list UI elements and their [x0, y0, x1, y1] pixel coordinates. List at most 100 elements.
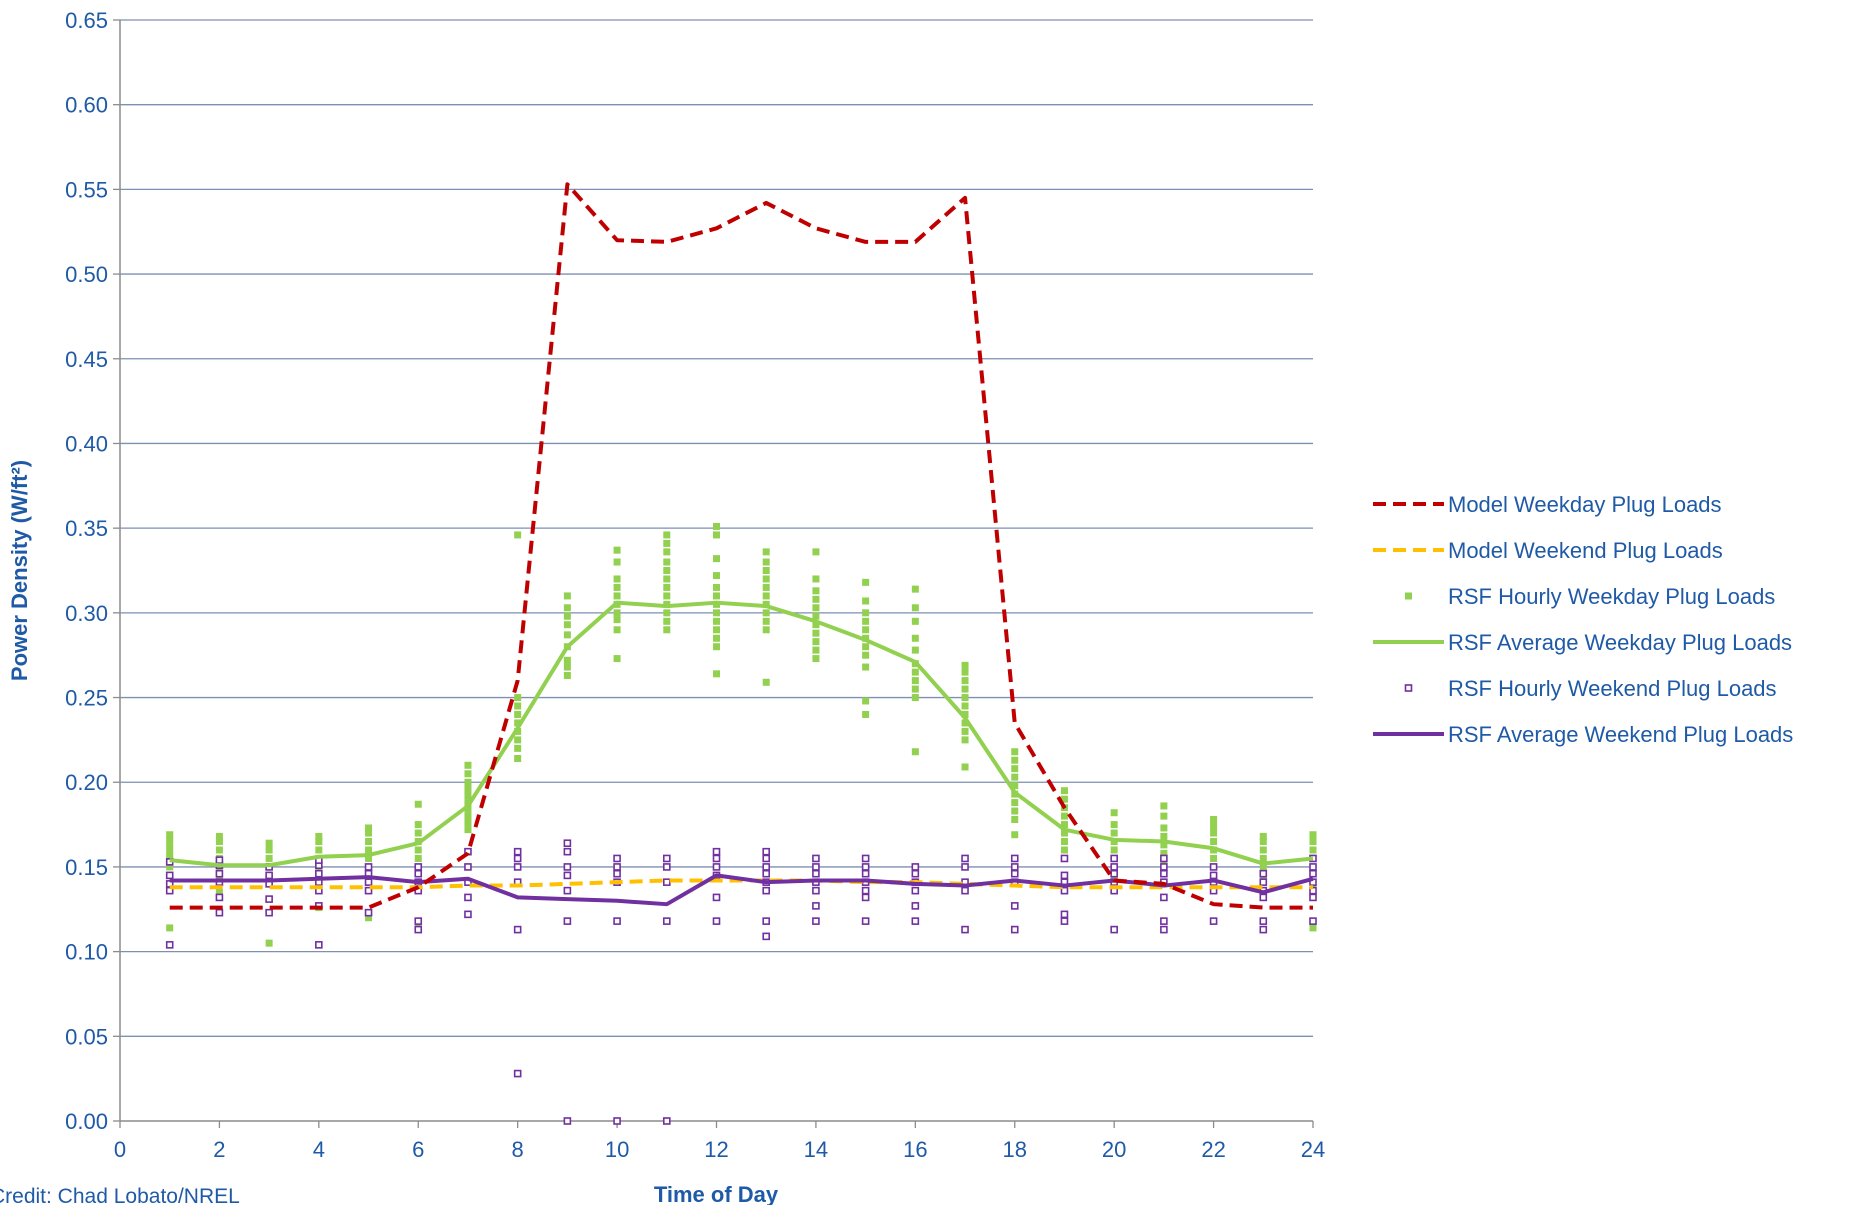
series-line: [169, 600, 1314, 868]
data-point: [464, 770, 472, 778]
data-point: [464, 826, 472, 834]
data-point: [563, 656, 571, 664]
data-point: [414, 800, 422, 808]
data-point: [713, 643, 720, 651]
data-point: [1259, 917, 1268, 925]
data-point: [812, 902, 820, 910]
x-tick-label: 24: [1301, 1137, 1325, 1162]
data-point: [961, 677, 969, 685]
data-point: [663, 617, 671, 625]
x-tick-label: 2: [213, 1137, 225, 1162]
data-point: [1011, 773, 1019, 781]
data-point: [613, 869, 621, 878]
data-point: [762, 847, 771, 856]
data-point: [662, 917, 671, 925]
data-point: [1210, 854, 1218, 862]
y-tick-label: 0.15: [65, 855, 108, 880]
data-point: [1010, 869, 1019, 878]
data-point: [1060, 812, 1068, 820]
data-point: [911, 617, 919, 625]
data-point: [464, 863, 472, 871]
data-point: [265, 871, 273, 880]
data-point: [563, 871, 572, 880]
data-point: [713, 670, 720, 678]
data-point: [862, 643, 870, 651]
data-point: [166, 924, 174, 932]
data-point: [563, 663, 571, 671]
data-point: [961, 854, 969, 863]
data-point: [961, 727, 969, 735]
data-point: [563, 847, 572, 856]
data-point: [365, 846, 373, 854]
data-point: [812, 612, 820, 620]
data-point: [961, 661, 969, 669]
data-point: [315, 941, 323, 949]
data-point: [862, 651, 870, 659]
data-point: [1010, 902, 1019, 910]
data-point: [911, 902, 920, 910]
data-point: [563, 839, 572, 848]
data-point: [1209, 863, 1218, 871]
data-point: [762, 678, 770, 686]
data-point: [762, 592, 770, 600]
legend-label: RSF Average Weekend Plug Loads: [1448, 722, 1793, 747]
data-point: [563, 672, 571, 680]
data-point: [713, 583, 720, 591]
data-point: [1060, 787, 1068, 795]
data-point: [862, 578, 870, 586]
x-tick-label: 0: [114, 1137, 126, 1162]
data-point: [563, 631, 571, 639]
data-point: [1259, 925, 1268, 934]
data-point: [1259, 832, 1267, 840]
y-tick-label: 0.45: [65, 347, 108, 372]
data-point: [713, 634, 720, 642]
data-point: [812, 655, 820, 663]
data-point: [1160, 802, 1168, 810]
data-point: [663, 548, 671, 556]
data-point: [762, 854, 771, 863]
data-point: [514, 755, 522, 763]
legend-item-rsf-hourly-weekday-plug-loads: RSF Hourly Weekday Plug Loads: [1405, 584, 1775, 609]
data-point: [812, 621, 820, 629]
data-point: [762, 626, 770, 634]
data-point: [265, 939, 273, 947]
data-point: [1259, 893, 1268, 902]
data-point: [961, 685, 969, 693]
y-tick-label: 0.35: [65, 516, 108, 541]
data-point: [315, 869, 323, 878]
y-tick-labels: 0.00 0.05 0.10 0.15 0.20 0.25 0.30 0.35 0.40 0.45…: [65, 8, 108, 1134]
data-point: [712, 854, 721, 863]
data-point: [713, 609, 720, 617]
data-point: [1259, 869, 1268, 878]
data-point: [861, 863, 870, 871]
data-point: [1259, 854, 1267, 862]
data-point: [1160, 849, 1168, 857]
data-point: [514, 736, 522, 744]
x-tick-label: 20: [1102, 1137, 1126, 1162]
data-point: [911, 677, 919, 685]
data-point: [762, 583, 770, 591]
data-point: [712, 893, 721, 902]
data-point: [1210, 822, 1218, 830]
data-point: [812, 886, 820, 895]
y-tick-label: 0.55: [65, 177, 108, 202]
data-point: [563, 886, 572, 895]
data-point: [165, 871, 174, 880]
data-point: [513, 847, 522, 856]
data-point: [414, 869, 423, 878]
data-point: [1160, 917, 1168, 925]
data-point: [911, 685, 919, 693]
legend-swatch: [1405, 592, 1412, 600]
data-point: [613, 583, 621, 591]
data-point: [1110, 863, 1118, 871]
data-point: [166, 849, 174, 857]
data-point: [613, 575, 621, 583]
data-point: [1060, 917, 1069, 925]
data-point: [613, 854, 621, 863]
data-point: [762, 558, 770, 566]
data-point: [514, 694, 522, 702]
data-point: [911, 585, 919, 593]
data-point: [1309, 846, 1317, 854]
data-point: [1110, 846, 1118, 854]
data-point: [613, 655, 621, 663]
